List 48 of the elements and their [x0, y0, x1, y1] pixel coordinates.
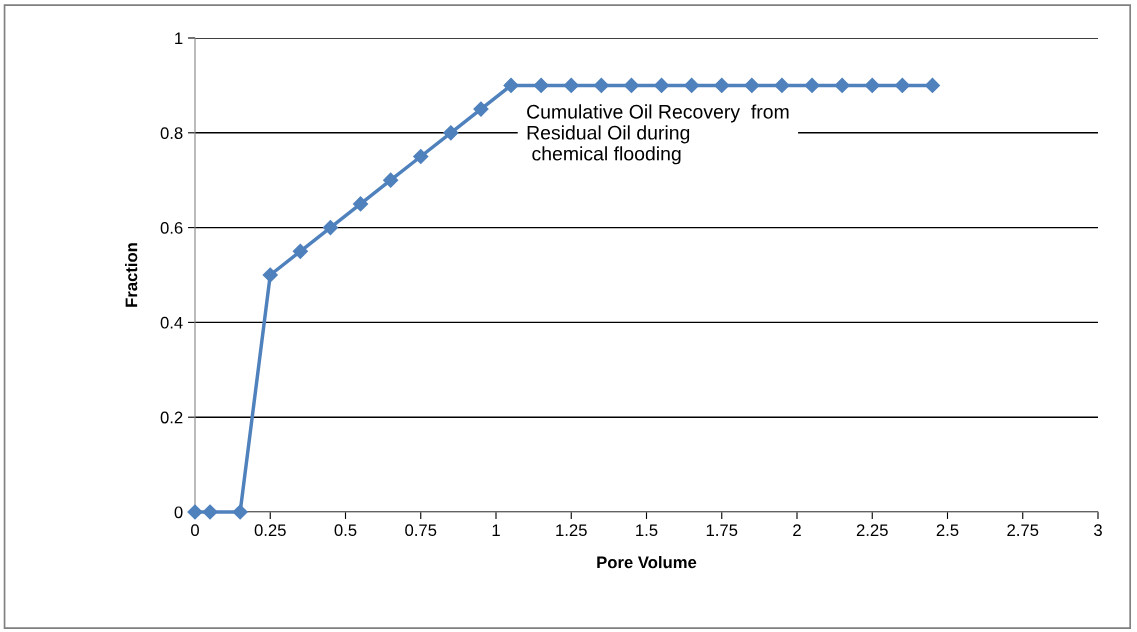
point [292, 243, 308, 259]
y-tick-label: 0.4 [160, 316, 183, 329]
x-tick-label: 2 [793, 524, 801, 536]
y-tick-label: 0 [174, 506, 183, 519]
point [834, 77, 850, 93]
x-tick-label: 3 [1094, 524, 1102, 537]
x-tick-label: 1.75 [706, 524, 738, 537]
point [653, 77, 670, 93]
x-tick-label: 1 [492, 524, 500, 536]
y-tick-label: 1 [175, 32, 183, 45]
point [352, 196, 369, 212]
point [443, 125, 459, 141]
point [924, 77, 941, 93]
point [804, 77, 820, 93]
y-tick-label: 0.2 [160, 411, 183, 424]
point [593, 77, 609, 93]
x-axis-title: Pore Volume [597, 556, 697, 569]
point [774, 77, 790, 93]
x-tick-label: 0.5 [334, 524, 357, 537]
x-tick-label: 2.75 [1007, 524, 1039, 537]
x-tick-label: 0 [191, 524, 199, 537]
point [187, 504, 203, 520]
point [202, 504, 218, 520]
x-tick-label: 2.25 [856, 524, 888, 537]
x-tick-label: 2.5 [936, 524, 959, 537]
point [262, 267, 278, 283]
point [473, 101, 489, 117]
x-tick-label: 0.75 [405, 524, 437, 537]
x-tick-label: 1.25 [556, 524, 587, 537]
point [623, 77, 640, 93]
point [383, 172, 399, 188]
point [563, 77, 579, 93]
point [864, 77, 880, 93]
point [714, 77, 730, 93]
y-tick-label: 0.6 [160, 222, 183, 234]
y-axis-title: Fraction [125, 243, 138, 307]
point [413, 148, 429, 165]
x-tick-label: 0.25 [254, 524, 286, 537]
x-tick-label: 1.5 [636, 524, 658, 537]
annotation: Cumulative Oil Recovery from Residual Oil during chemical flooding [527, 104, 789, 165]
point [744, 77, 760, 93]
point [232, 504, 248, 520]
point [503, 77, 519, 93]
point [533, 77, 549, 93]
point [684, 77, 700, 93]
y-tick-label: 0.8 [160, 127, 183, 139]
point [894, 77, 910, 93]
point [322, 220, 339, 236]
